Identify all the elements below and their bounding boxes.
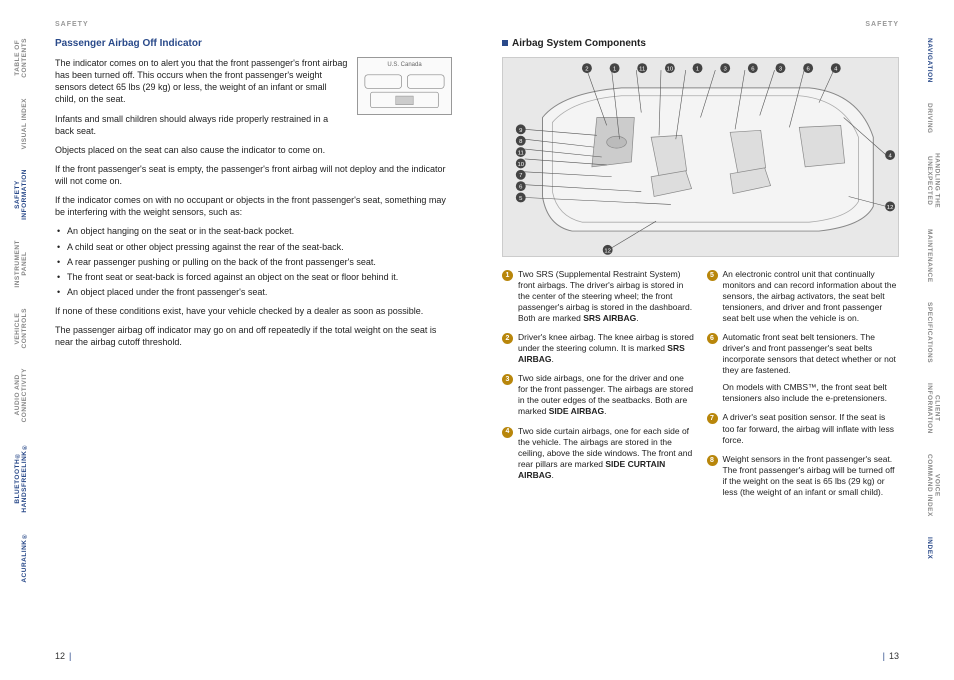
nav-tab[interactable]: BLUETOOTH® HANDSFREELINK®: [12, 435, 30, 521]
component-text: Two side curtain airbags, one for each s…: [518, 426, 695, 481]
right-section-title-text: Airbag System Components: [512, 38, 646, 49]
component-item: 8 Weight sensors in the front passenger's…: [707, 454, 900, 498]
svg-text:11: 11: [639, 67, 645, 73]
component-text: Driver's knee airbag. The knee airbag is…: [518, 332, 695, 365]
component-text: Two SRS (Supplemental Restraint System) …: [518, 269, 695, 324]
svg-text:11: 11: [518, 150, 524, 156]
page-number-value: 13: [889, 651, 899, 661]
nav-tab[interactable]: TABLE OF CONTENTS: [12, 30, 30, 86]
running-head-right: SAFETY: [502, 20, 899, 29]
diagram-label: U.S. Canada: [361, 61, 448, 69]
component-text: An electronic control unit that continua…: [723, 269, 900, 324]
nav-tab[interactable]: SPECIFICATIONS: [924, 294, 935, 371]
body-paragraph: If none of these conditions exist, have …: [55, 305, 452, 317]
running-head-left: SAFETY: [55, 20, 452, 29]
component-item: 7 A driver's seat position sensor. If the…: [707, 412, 900, 445]
component-item: 2 Driver's knee airbag. The knee airbag i…: [502, 332, 695, 365]
component-columns: 1 Two SRS (Supplemental Restraint System)…: [502, 269, 899, 506]
component-number-icon: 6: [707, 333, 718, 344]
page-number-value: 12: [55, 651, 65, 661]
nav-tab[interactable]: DRIVING: [924, 95, 935, 142]
component-number-icon: 8: [707, 455, 718, 466]
body-paragraph: The passenger airbag off indicator may g…: [55, 324, 452, 348]
svg-text:9: 9: [519, 128, 522, 134]
page-spread: TABLE OF CONTENTS VISUAL INDEX SAFETY INFO…: [0, 0, 954, 680]
svg-text:7: 7: [519, 173, 522, 179]
nav-tab[interactable]: VEHICLE CONTROLS: [12, 300, 30, 356]
svg-text:10: 10: [517, 162, 524, 168]
body-paragraph: Objects placed on the seat can also caus…: [55, 144, 452, 156]
nav-tab[interactable]: VOICE COMMAND INDEX: [924, 446, 942, 525]
list-item: A rear passenger pushing or pulling on t…: [67, 256, 452, 268]
indicator-diagram: U.S. Canada: [357, 57, 452, 115]
svg-text:2: 2: [585, 67, 588, 73]
component-number-icon: 3: [502, 374, 513, 385]
component-number-icon: 2: [502, 333, 513, 344]
body-paragraph: If the indicator comes on with no occupa…: [55, 194, 452, 218]
spread-body: SAFETY Passenger Airbag Off Indicator U.…: [30, 0, 924, 680]
nav-tab[interactable]: HANDLING THE UNEXPECTED: [924, 145, 942, 216]
component-item: 5 An electronic control unit that continu…: [707, 269, 900, 324]
body-paragraph: Infants and small children should always…: [55, 113, 452, 137]
nav-tab[interactable]: INDEX: [924, 529, 935, 567]
svg-text:1: 1: [696, 67, 699, 73]
component-number-icon: 1: [502, 270, 513, 281]
nav-tab[interactable]: CLIENT INFORMATION: [924, 375, 942, 442]
component-col-right: 5 An electronic control unit that continu…: [707, 269, 900, 506]
component-text: A driver's seat position sensor. If the …: [723, 412, 900, 445]
component-number-icon: 7: [707, 413, 718, 424]
svg-text:1: 1: [613, 67, 616, 73]
page-number-left: 12|: [55, 650, 75, 662]
component-text: Weight sensors in the front passenger's …: [723, 454, 900, 498]
component-item: 3 Two side airbags, one for the driver an…: [502, 373, 695, 417]
nav-tab[interactable]: INSTRUMENT PANEL: [12, 232, 30, 296]
left-page: SAFETY Passenger Airbag Off Indicator U.…: [30, 10, 477, 670]
svg-text:10: 10: [667, 67, 674, 73]
list-item: An object placed under the front passeng…: [67, 286, 452, 298]
nav-tab[interactable]: SAFETY INFORMATION: [12, 161, 30, 228]
nav-tab[interactable]: MAINTENANCE: [924, 221, 935, 291]
component-number-icon: 5: [707, 270, 718, 281]
svg-text:12: 12: [604, 248, 611, 254]
nav-tab[interactable]: NAVIGATION: [924, 30, 935, 91]
nav-tab[interactable]: VISUAL INDEX: [19, 90, 30, 157]
list-item: A child seat or other object pressing ag…: [67, 241, 452, 253]
nav-tab[interactable]: AUDIO AND CONNECTIVITY: [12, 360, 30, 430]
component-item: 6 Automatic front seat belt tensioners. T…: [707, 332, 900, 404]
body-paragraph: If the front passenger's seat is empty, …: [55, 163, 452, 187]
left-section-title: Passenger Airbag Off Indicator: [55, 37, 452, 51]
airbag-system-diagram: 211110136364 981110765 4 12 12: [502, 57, 899, 257]
right-section-title: Airbag System Components: [502, 37, 899, 51]
component-item: 4 Two side curtain airbags, one for each …: [502, 426, 695, 481]
right-page: SAFETY Airbag System Components: [477, 10, 924, 670]
right-tab-strip: NAVIGATION DRIVING HANDLING THE UNEXPECTED…: [924, 0, 954, 680]
interference-list: An object hanging on the seat or in the …: [55, 225, 452, 298]
list-item: An object hanging on the seat or in the …: [67, 225, 452, 237]
component-item: 1 Two SRS (Supplemental Restraint System)…: [502, 269, 695, 324]
left-tab-strip: TABLE OF CONTENTS VISUAL INDEX SAFETY INFO…: [0, 0, 30, 680]
component-text: Two side airbags, one for the driver and…: [518, 373, 695, 417]
list-item: The front seat or seat-back is forced ag…: [67, 271, 452, 283]
component-col-left: 1 Two SRS (Supplemental Restraint System)…: [502, 269, 695, 506]
svg-text:12: 12: [887, 205, 894, 211]
component-number-icon: 4: [502, 427, 513, 438]
nav-tab[interactable]: ACURALINK®: [19, 524, 30, 591]
component-text: Automatic front seat belt tensioners. Th…: [723, 332, 900, 404]
section-marker-icon: [502, 40, 508, 46]
page-number-right: |13: [879, 650, 899, 662]
